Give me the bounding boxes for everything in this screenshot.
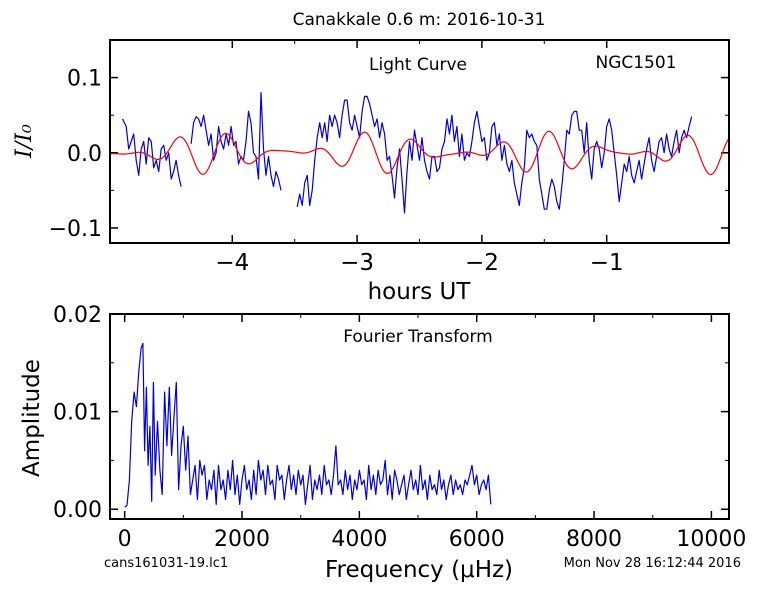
light-curve-annotation: Light Curve xyxy=(369,55,467,75)
fourier-xtick-label: 8000 xyxy=(566,527,622,552)
fourier-ytick-label: 0.01 xyxy=(53,401,102,426)
object-name-annotation: NGC1501 xyxy=(595,53,676,73)
light-curve-series-1-segment-0 xyxy=(110,130,729,176)
light-curve-tick-labels: −4 −3 −2 −1 −0.1 0.0 0.1 xyxy=(49,67,624,276)
fourier-annotation: Fourier Transform xyxy=(343,327,492,347)
footer-timestamp: Mon Nov 28 16:12:44 2016 xyxy=(564,556,741,571)
light-curve-xtick-label: −2 xyxy=(465,250,499,276)
figure-title: Canakkale 0.6 m: 2016-10-31 xyxy=(293,10,546,30)
light-curve-frame xyxy=(109,39,730,244)
fourier-xtick-label: 10000 xyxy=(676,527,746,552)
light-curve-series-0-segment-3 xyxy=(296,95,693,214)
fourier-ytick-label: 0.00 xyxy=(53,498,102,523)
fourier-plot-area xyxy=(124,342,492,508)
light-curve-xlabel: hours UT xyxy=(368,279,472,305)
light-curve-panel: −4 −3 −2 −1 −0.1 0.0 0.1 Light Curve NGC1501 h… xyxy=(12,39,730,305)
light-curve-ytick-label: 0.1 xyxy=(67,67,102,92)
fourier-ytick-label: 0.02 xyxy=(53,303,102,328)
light-curve-xtick-label: −4 xyxy=(215,250,249,276)
light-curve-xtick-label: −3 xyxy=(340,250,374,276)
light-curve-xtick-label: −1 xyxy=(590,250,624,276)
fourier-tick-labels: 0 2000 4000 6000 8000 10000 0.00 0.01 0.02 xyxy=(53,303,746,552)
light-curve-ylabel: I/I₀ xyxy=(12,124,37,159)
footer-filename: cans161031-19.lc1 xyxy=(104,556,228,571)
fourier-xtick-label: 4000 xyxy=(331,527,387,552)
light-curve-ytick-label: −0.1 xyxy=(49,217,102,242)
light-curve-plot-area xyxy=(110,92,729,214)
light-curve-ytick-label: 0.0 xyxy=(67,142,102,167)
fourier-xlabel: Frequency (μHz) xyxy=(325,557,513,583)
fourier-xtick-label: 6000 xyxy=(449,527,505,552)
fourier-series-0-segment-0 xyxy=(124,342,492,508)
fourier-frame xyxy=(109,313,730,520)
fourier-xtick-label: 0 xyxy=(118,527,132,552)
fourier-ylabel: Amplitude xyxy=(19,359,45,477)
fourier-panel: 0 2000 4000 6000 8000 10000 0.00 0.01 0.02 Fouri… xyxy=(19,303,746,583)
light-curve-series-0-segment-0 xyxy=(121,118,182,187)
fourier-ticks xyxy=(110,313,729,519)
light-curve-series-0-segment-1 xyxy=(190,92,282,191)
fourier-xtick-label: 2000 xyxy=(214,527,270,552)
